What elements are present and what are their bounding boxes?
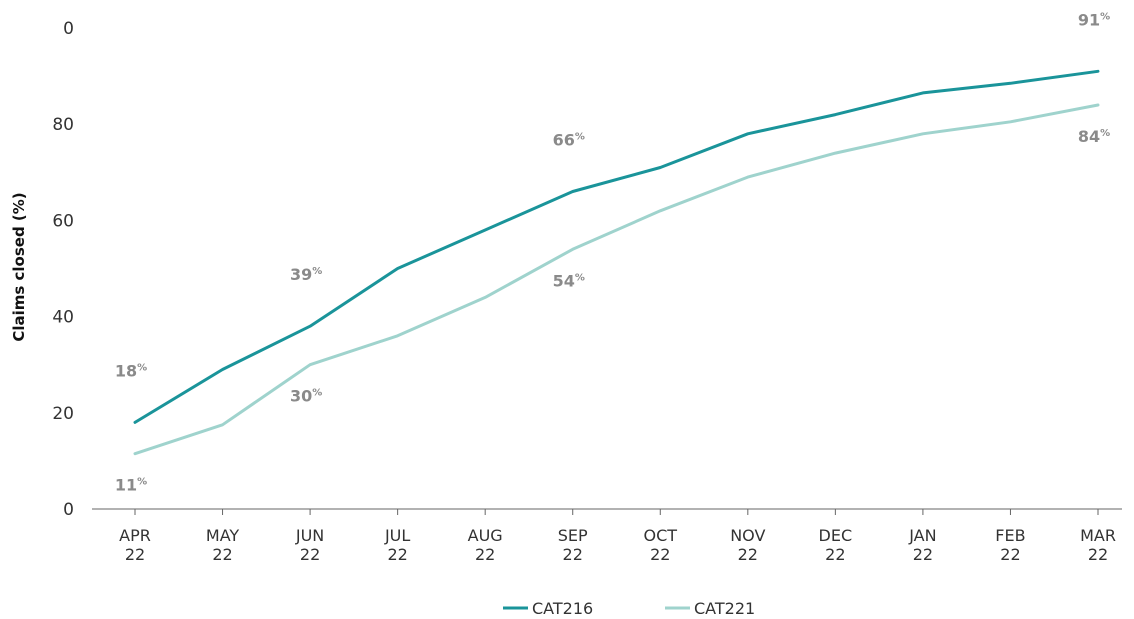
y-tick-label: 0 xyxy=(63,500,74,520)
x-tick-label-year: 22 xyxy=(563,545,583,564)
data-label-suffix: % xyxy=(137,362,147,373)
data-label-value: 66 xyxy=(553,131,575,150)
data-label-suffix: % xyxy=(1100,11,1110,22)
data-label-value: 54 xyxy=(553,271,575,290)
x-tick-label-year: 22 xyxy=(125,545,145,564)
x-tick-label-year: 22 xyxy=(913,545,933,564)
data-label: 39% xyxy=(290,265,322,284)
data-label-value: 18 xyxy=(115,361,137,380)
data-label-value: 91 xyxy=(1078,10,1100,29)
x-tick-label-month: MAR xyxy=(1080,526,1116,545)
y-axis-ticks: 0 20 40 60 80 0 xyxy=(52,19,74,520)
data-label-suffix: % xyxy=(312,388,322,399)
y-axis-label-group: Claims closed (%) xyxy=(10,192,28,341)
x-tick-label-year: 22 xyxy=(300,545,320,564)
data-label: 11% xyxy=(115,476,147,495)
x-tick-label-month: JUN xyxy=(295,526,324,545)
data-label: 54% xyxy=(553,271,585,290)
data-label: 30% xyxy=(290,387,322,406)
y-tick-label: 0 xyxy=(63,19,74,39)
data-label-value: 39 xyxy=(290,265,312,284)
data-label: 18% xyxy=(115,361,147,380)
x-tick-label-year: 22 xyxy=(387,545,407,564)
x-tick-label-month: APR xyxy=(119,526,151,545)
x-tick-label-year: 22 xyxy=(825,545,845,564)
x-tick-label-month: JUL xyxy=(384,526,410,545)
x-tick-label-year: 22 xyxy=(212,545,232,564)
x-tick-label-year: 22 xyxy=(1000,545,1020,564)
legend: CAT216 CAT221 xyxy=(503,599,755,618)
x-tick-label-month: MAY xyxy=(206,526,240,545)
y-tick-label: 20 xyxy=(52,404,74,424)
x-tick-label-month: SEP xyxy=(558,526,588,545)
x-tick-label-month: JAN xyxy=(908,526,936,545)
data-label-suffix: % xyxy=(575,272,585,283)
x-tick-label-month: DEC xyxy=(819,526,853,545)
x-tick-label-year: 22 xyxy=(475,545,495,564)
data-label: 91% xyxy=(1078,10,1110,29)
data-label: 66% xyxy=(553,131,585,150)
legend-label-cat221: CAT221 xyxy=(694,599,755,618)
data-label-value: 30 xyxy=(290,387,312,406)
x-axis-ticks: APR22MAY22JUN22JUL22AUG22SEP22OCT22NOV22… xyxy=(119,509,1116,564)
x-tick-label-year: 22 xyxy=(650,545,670,564)
legend-label-cat216: CAT216 xyxy=(532,599,593,618)
data-label-suffix: % xyxy=(312,266,322,277)
data-label-suffix: % xyxy=(137,477,147,488)
series-line-cat216 xyxy=(133,69,1100,424)
x-tick-label-month: NOV xyxy=(730,526,765,545)
data-label-suffix: % xyxy=(1100,128,1110,139)
x-tick-label-year: 22 xyxy=(738,545,758,564)
data-labels: 18%39%66%91%11%30%54%84% xyxy=(115,10,1110,494)
x-tick-label-month: AUG xyxy=(468,526,503,545)
data-label-suffix: % xyxy=(575,132,585,143)
series-line-cat221 xyxy=(133,103,1100,456)
y-tick-label: 40 xyxy=(52,308,74,328)
series-lines xyxy=(133,69,1100,456)
data-label: 84% xyxy=(1078,127,1110,146)
y-tick-label: 80 xyxy=(52,115,74,135)
data-label-value: 11 xyxy=(115,476,137,495)
x-tick-label-year: 22 xyxy=(1088,545,1108,564)
y-tick-label: 60 xyxy=(52,211,74,231)
data-label-value: 84 xyxy=(1078,127,1100,146)
y-axis-title: Claims closed (%) xyxy=(10,192,28,341)
x-tick-label-month: OCT xyxy=(643,526,677,545)
x-tick-label-month: FEB xyxy=(995,526,1025,545)
